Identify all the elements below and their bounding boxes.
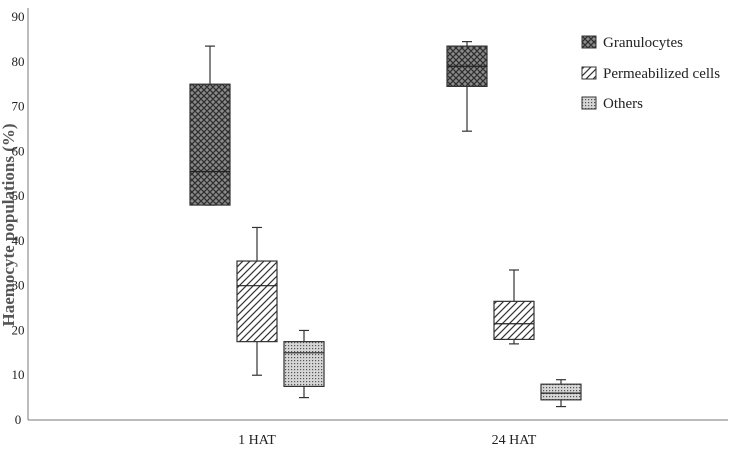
y-tick-label: 40: [12, 233, 25, 248]
y-tick-label: 80: [12, 54, 25, 69]
legend-label: Permeabilized cells: [603, 66, 720, 82]
x-category-label: 24 HAT: [492, 433, 537, 448]
y-tick-label: 90: [12, 9, 25, 24]
legend-item: Others: [581, 96, 643, 112]
y-tick-label: 50: [12, 188, 25, 203]
box-granulocytes: [446, 41, 488, 132]
box-permeabilized-cells: [236, 226, 278, 376]
iqr-box: [540, 383, 582, 401]
iqr-box: [493, 300, 535, 341]
legend-swatch: [581, 35, 597, 49]
legend-swatch: [581, 66, 597, 80]
x-category-labels: 1 HAT 24 HAT: [238, 433, 537, 448]
legend-label: Granulocytes: [603, 35, 683, 51]
iqr-box: [189, 83, 231, 206]
box-plots: [189, 41, 582, 408]
y-tick-label: 10: [12, 367, 25, 382]
y-tick-label: 60: [12, 143, 25, 158]
y-tick-label: 70: [12, 99, 25, 114]
iqr-box: [236, 260, 278, 343]
y-tick-label: 30: [12, 278, 25, 293]
legend-label: Others: [603, 96, 643, 112]
y-axis-title: Haemocyte populations (%): [0, 123, 18, 326]
legend-swatch: [581, 96, 597, 110]
y-tick-labels: 0 10 20 30 40 50 60 70 80 90: [12, 9, 25, 427]
legend-item: Permeabilized cells: [581, 66, 720, 82]
box-granulocytes: [189, 45, 231, 206]
x-category-label: 1 HAT: [238, 433, 276, 448]
box-others: [283, 329, 325, 399]
box-permeabilized-cells: [493, 269, 535, 345]
y-tick-label: 20: [12, 322, 25, 337]
box-others: [540, 379, 582, 408]
legend-item: Granulocytes: [581, 35, 683, 51]
iqr-box: [283, 341, 325, 388]
y-tick-label: 0: [15, 412, 22, 427]
legend: Granulocytes Permeabilized cells Others: [581, 35, 720, 112]
